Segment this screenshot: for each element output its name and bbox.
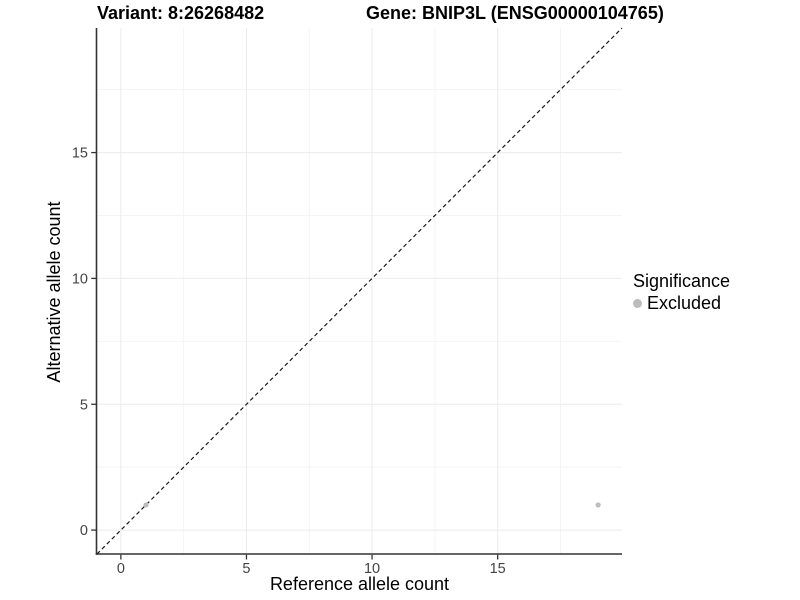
y-axis-title: Alternative allele count	[44, 201, 64, 383]
legend-title: Significance	[633, 271, 731, 291]
plot-title-variant: Variant: 8:26268482	[97, 3, 265, 23]
legend-item-label: Excluded	[647, 293, 722, 313]
legend: Significance Excluded	[633, 271, 730, 314]
x-tick-label: 0	[117, 561, 125, 577]
legend-item-excluded: Excluded	[633, 293, 730, 314]
y-tick-label: 5	[80, 397, 88, 413]
plot-title-gene: Gene: BNIP3L (ENSG00000104765)	[366, 3, 664, 23]
x-tick-label: 10	[364, 561, 380, 577]
identity-line	[96, 27, 623, 555]
y-tick-label: 15	[72, 146, 88, 162]
data-point	[595, 502, 601, 508]
x-tick-label: 5	[242, 561, 250, 577]
y-tick-label: 0	[80, 523, 88, 539]
y-tick-label: 10	[72, 271, 88, 287]
data-point	[143, 502, 149, 508]
x-tick-label: 15	[490, 561, 506, 577]
x-axis-title: Reference allele count	[269, 574, 450, 594]
excluded-point-icon	[633, 299, 642, 308]
